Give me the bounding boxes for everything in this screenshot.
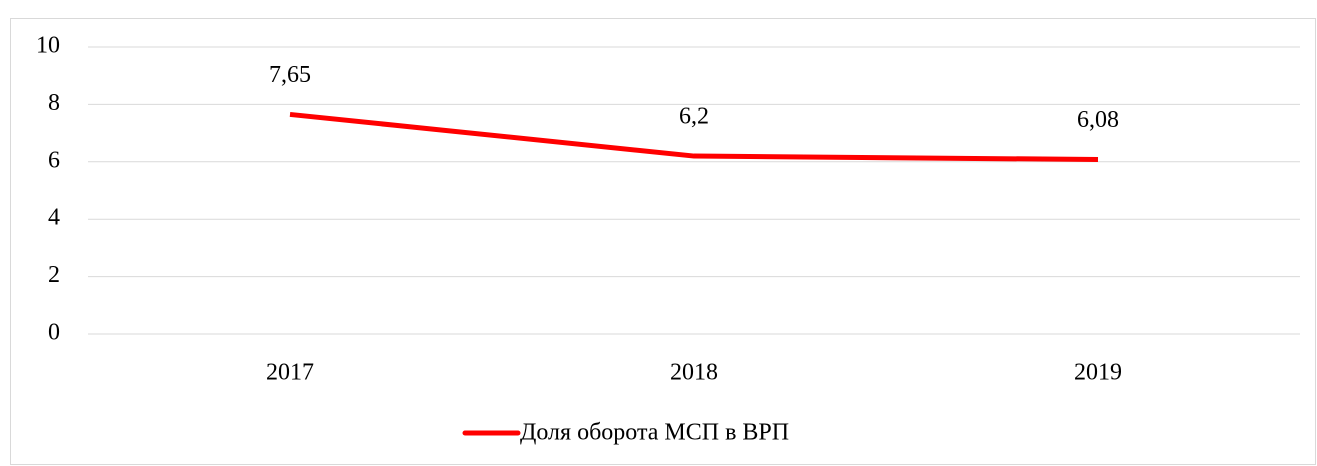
chart-border — [10, 18, 1316, 465]
y-tick-label: 0 — [48, 320, 60, 346]
x-tick-label: 2019 — [1074, 360, 1122, 386]
data-label: 6,2 — [679, 104, 709, 130]
data-label: 7,65 — [269, 62, 311, 88]
data-label: 6,08 — [1077, 107, 1119, 133]
legend-label: Доля оборота МСП в ВРП — [520, 420, 789, 446]
y-tick-label: 8 — [48, 90, 60, 116]
x-tick-label: 2017 — [266, 360, 314, 386]
line-series — [289, 111, 1099, 163]
y-tick-label: 10 — [36, 33, 60, 59]
y-tick-label: 6 — [48, 147, 60, 173]
y-tick-label: 2 — [48, 262, 60, 288]
y-tick-label: 4 — [48, 205, 60, 231]
x-tick-label: 2018 — [670, 360, 718, 386]
